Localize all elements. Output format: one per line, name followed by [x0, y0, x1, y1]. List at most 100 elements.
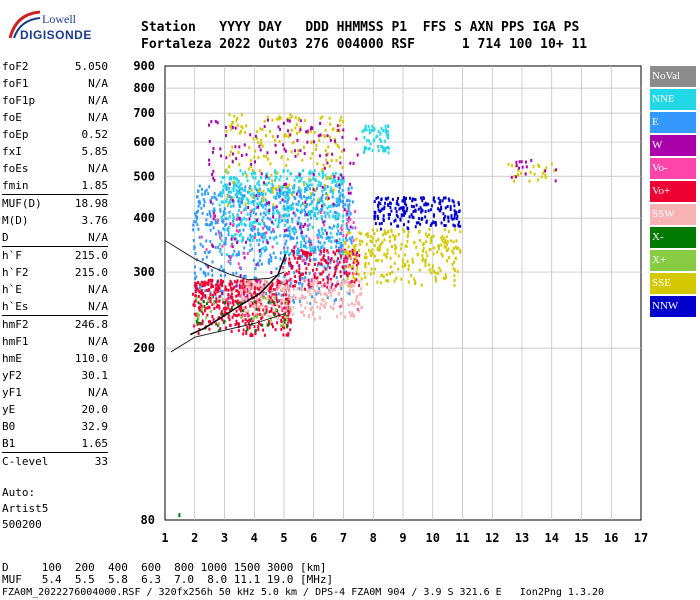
- echo-point: [274, 178, 277, 182]
- echo-point: [386, 145, 389, 149]
- echo-point: [240, 222, 243, 226]
- echo-point: [274, 218, 277, 222]
- echo-point: [246, 292, 249, 296]
- echo-point: [248, 185, 251, 189]
- echo-point: [267, 260, 270, 264]
- echo-point: [297, 186, 300, 190]
- echo-point: [446, 204, 449, 208]
- echo-point: [285, 280, 288, 284]
- echo-point: [332, 306, 335, 310]
- echo-point: [532, 165, 535, 169]
- echo-point: [222, 227, 225, 231]
- echo-point: [261, 197, 264, 201]
- echo-point: [197, 301, 200, 305]
- echo-point: [273, 138, 276, 142]
- echo-point: [232, 272, 235, 276]
- echo-point: [365, 242, 368, 246]
- echo-point: [340, 248, 343, 252]
- echo-point: [528, 179, 531, 183]
- echo-point: [278, 117, 281, 121]
- echo-point: [530, 158, 533, 162]
- echo-point: [209, 212, 212, 216]
- echo-point: [277, 217, 280, 221]
- legend-item: NNE: [650, 89, 696, 110]
- echo-point: [456, 214, 459, 218]
- echo-point: [400, 277, 403, 281]
- echo-point: [373, 254, 376, 258]
- echo-point: [247, 199, 250, 203]
- echo-point: [519, 171, 522, 175]
- echo-point: [354, 243, 357, 247]
- echo-point: [354, 248, 357, 252]
- echo-point: [427, 233, 430, 237]
- echo-point: [285, 272, 288, 276]
- echo-point: [262, 235, 265, 239]
- echo-point: [266, 241, 269, 245]
- echo-point: [337, 292, 340, 296]
- echo-point: [334, 203, 337, 207]
- echo-point: [251, 319, 254, 323]
- echo-point: [275, 235, 278, 239]
- echo-point: [222, 213, 225, 217]
- echo-point: [308, 288, 311, 292]
- echo-point: [196, 209, 199, 213]
- echo-point: [213, 195, 216, 199]
- echo-point: [289, 307, 292, 311]
- echo-point: [253, 196, 256, 200]
- echo-point: [277, 274, 280, 278]
- echo-point: [269, 301, 272, 305]
- echo-point: [219, 207, 222, 211]
- echo-point: [387, 279, 390, 283]
- echo-point: [395, 213, 398, 217]
- echo-point: [339, 200, 342, 204]
- echo-point: [336, 184, 339, 188]
- echo-point: [278, 188, 281, 192]
- echo-point: [301, 254, 304, 258]
- echo-point: [279, 324, 282, 328]
- echo-point: [305, 203, 308, 207]
- echo-point: [322, 298, 325, 302]
- echo-point: [349, 239, 352, 243]
- echo-point: [206, 306, 209, 310]
- echo-point: [297, 118, 300, 122]
- echo-point: [289, 232, 292, 236]
- echo-point: [316, 217, 319, 221]
- echo-point: [247, 201, 250, 205]
- echo-point: [193, 247, 196, 251]
- echo-point: [219, 250, 222, 254]
- echo-point: [301, 310, 304, 314]
- echo-point: [257, 280, 260, 284]
- echo-point: [230, 288, 233, 292]
- echo-point: [517, 173, 520, 177]
- echo-point: [265, 200, 268, 204]
- echo-point: [209, 200, 212, 204]
- echo-point: [308, 286, 311, 290]
- echo-point: [237, 199, 240, 203]
- echo-point: [333, 260, 336, 264]
- echo-point: [201, 319, 204, 323]
- echo-point: [238, 266, 241, 270]
- echo-point: [232, 303, 235, 307]
- echo-point: [283, 326, 286, 330]
- echo-point: [296, 222, 299, 226]
- echo-point: [313, 317, 316, 321]
- echo-point: [216, 323, 219, 327]
- echo-point: [372, 271, 375, 275]
- echo-point: [417, 221, 420, 225]
- echo-point: [306, 301, 309, 305]
- echo-point: [211, 260, 214, 264]
- echo-point: [326, 249, 329, 253]
- echo-point: [329, 258, 332, 262]
- echo-point: [310, 192, 313, 196]
- echo-point: [300, 296, 303, 300]
- echo-point: [307, 278, 310, 282]
- echo-point: [243, 194, 246, 198]
- param-row: foE N/A: [2, 109, 108, 126]
- echo-point: [384, 124, 387, 128]
- echo-point: [273, 206, 276, 210]
- echo-point: [349, 285, 352, 289]
- echo-point: [401, 206, 404, 210]
- echo-point: [542, 171, 545, 175]
- echo-point: [320, 204, 323, 208]
- echo-point: [368, 128, 371, 132]
